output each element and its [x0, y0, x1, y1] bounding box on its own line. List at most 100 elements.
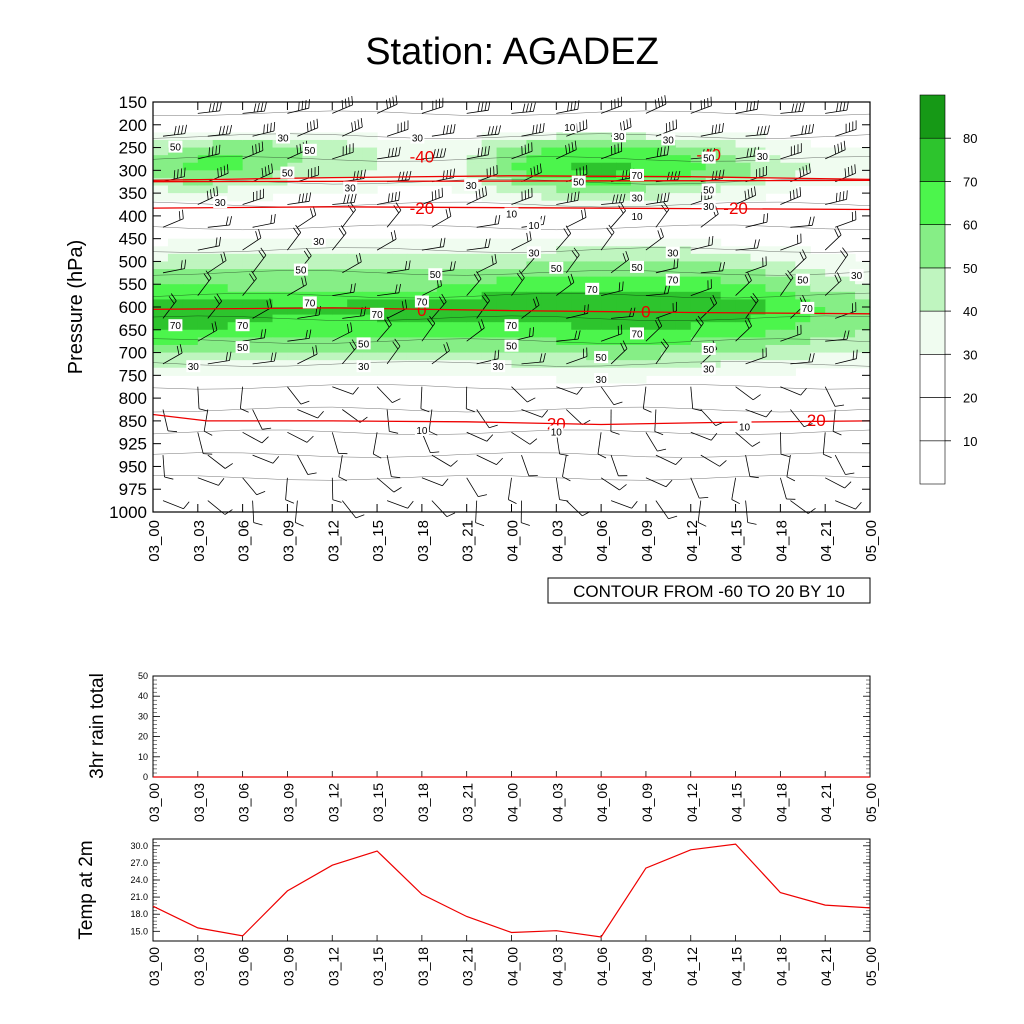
humidity-cell — [496, 344, 513, 354]
time-tick-label: 04_06 — [594, 520, 611, 562]
humidity-cell — [735, 307, 752, 316]
humidity-cell — [332, 276, 348, 285]
humidity-cell — [481, 193, 498, 202]
humidity-cell — [765, 291, 781, 300]
wind-barb — [297, 454, 317, 475]
humidity-cell — [302, 170, 318, 179]
humidity-cell — [825, 322, 841, 331]
wind-barb — [421, 187, 443, 205]
humidity-cell — [466, 360, 483, 369]
humidity-cell — [720, 360, 737, 369]
humidity-cell — [481, 170, 498, 179]
humidity-cell — [347, 307, 363, 316]
temp-plot-frame — [152, 838, 871, 942]
humidity-cell — [227, 367, 244, 376]
humidity-cell — [586, 177, 602, 187]
wind-barb — [824, 272, 842, 296]
humidity-cell — [287, 352, 303, 361]
humidity-label-bg — [276, 131, 290, 144]
humidity-cell — [153, 344, 169, 354]
humidity-cell — [377, 238, 393, 247]
wind-barb — [790, 123, 814, 137]
humidity-label-bg — [168, 140, 183, 153]
x-tick-label: 03_06 — [236, 783, 252, 822]
humidity-cell — [660, 344, 677, 354]
humidity-cell — [690, 314, 707, 323]
wind-barb — [377, 146, 401, 160]
humidity-cell — [212, 367, 229, 376]
wind-barb — [162, 209, 184, 228]
humidity-cell — [616, 185, 632, 194]
humidity-cell — [287, 147, 303, 156]
humidity-cell — [272, 322, 289, 331]
humidity-cell — [227, 193, 244, 202]
wind-barb — [832, 409, 842, 436]
time-axis: 03_00 03_03 03_06 03_09 03_12 03_15 03_18 03_21… — [146, 102, 880, 562]
humidity-cell — [586, 299, 602, 308]
humidity-cell — [765, 307, 781, 316]
humidity-cell — [511, 253, 528, 263]
humidity-cell — [601, 352, 617, 361]
humidity-cell — [825, 269, 841, 278]
humidity-cell — [227, 329, 244, 338]
humidity-cell — [735, 162, 752, 171]
humidity-cell — [735, 155, 752, 164]
humidity-label-bg — [302, 143, 317, 156]
humidity-cell — [287, 344, 303, 354]
wind-barb — [700, 123, 724, 137]
humidity-cell — [421, 155, 438, 164]
humidity-cell — [182, 193, 199, 202]
temperature-panel: 15.018.021.024.027.030.003_00 03_03 03_06 0… — [76, 838, 879, 986]
humidity-label-bg — [491, 360, 506, 373]
humidity-cell — [810, 284, 826, 293]
humidity-contour-line — [152, 384, 871, 390]
pressure-tick-label: 1000 — [109, 503, 147, 522]
humidity-cell — [377, 162, 393, 171]
humidity-cell — [616, 284, 632, 293]
wind-barb — [556, 273, 575, 296]
humidity-cell — [436, 162, 453, 171]
humidity-cell — [690, 253, 707, 263]
pressure-tick-label: 650 — [119, 321, 147, 340]
humidity-cell — [347, 162, 363, 171]
contour-info-text: CONTOUR FROM -60 TO 20 BY 10 — [573, 582, 845, 601]
humidity-cell — [601, 375, 617, 384]
humidity-cell — [227, 269, 244, 278]
wind-barb — [421, 237, 446, 251]
humidity-cell — [511, 360, 528, 369]
humidity-cell — [645, 132, 662, 141]
humidity-label-bg — [665, 273, 680, 286]
humidity-cell — [153, 322, 169, 331]
humidity-cell — [840, 344, 856, 354]
wind-barb — [610, 340, 628, 365]
humidity-label-bg — [213, 196, 228, 209]
wind-barb — [690, 279, 712, 296]
humidity-label-bg — [795, 273, 810, 286]
humidity-cell — [406, 291, 423, 300]
humidity-cell — [556, 147, 572, 156]
humidity-cell — [272, 261, 289, 270]
humidity-cell — [257, 360, 274, 369]
time-tick-label: 04_09 — [639, 520, 656, 562]
humidity-cell — [645, 193, 662, 202]
humidity-cell — [541, 314, 557, 323]
humidity-cell — [511, 162, 528, 171]
humidity-cell — [182, 284, 199, 293]
humidity-cell — [167, 276, 184, 285]
humidity-cell — [332, 177, 348, 187]
wind-barb — [476, 349, 500, 365]
humidity-cell — [586, 253, 602, 263]
wind-barb — [690, 235, 714, 251]
humidity-cell — [182, 170, 199, 179]
humidity-contour-label: 70 — [802, 304, 814, 315]
humidity-cell — [362, 322, 378, 331]
humidity-cell — [377, 360, 393, 369]
wind-barb — [600, 324, 623, 342]
humidity-cell — [735, 360, 752, 369]
humidity-label-bg — [235, 341, 250, 354]
x-tick-label: 04_00 — [505, 947, 521, 986]
humidity-cell — [616, 246, 632, 255]
humidity-cell — [541, 276, 557, 285]
humidity-cell — [242, 322, 259, 331]
